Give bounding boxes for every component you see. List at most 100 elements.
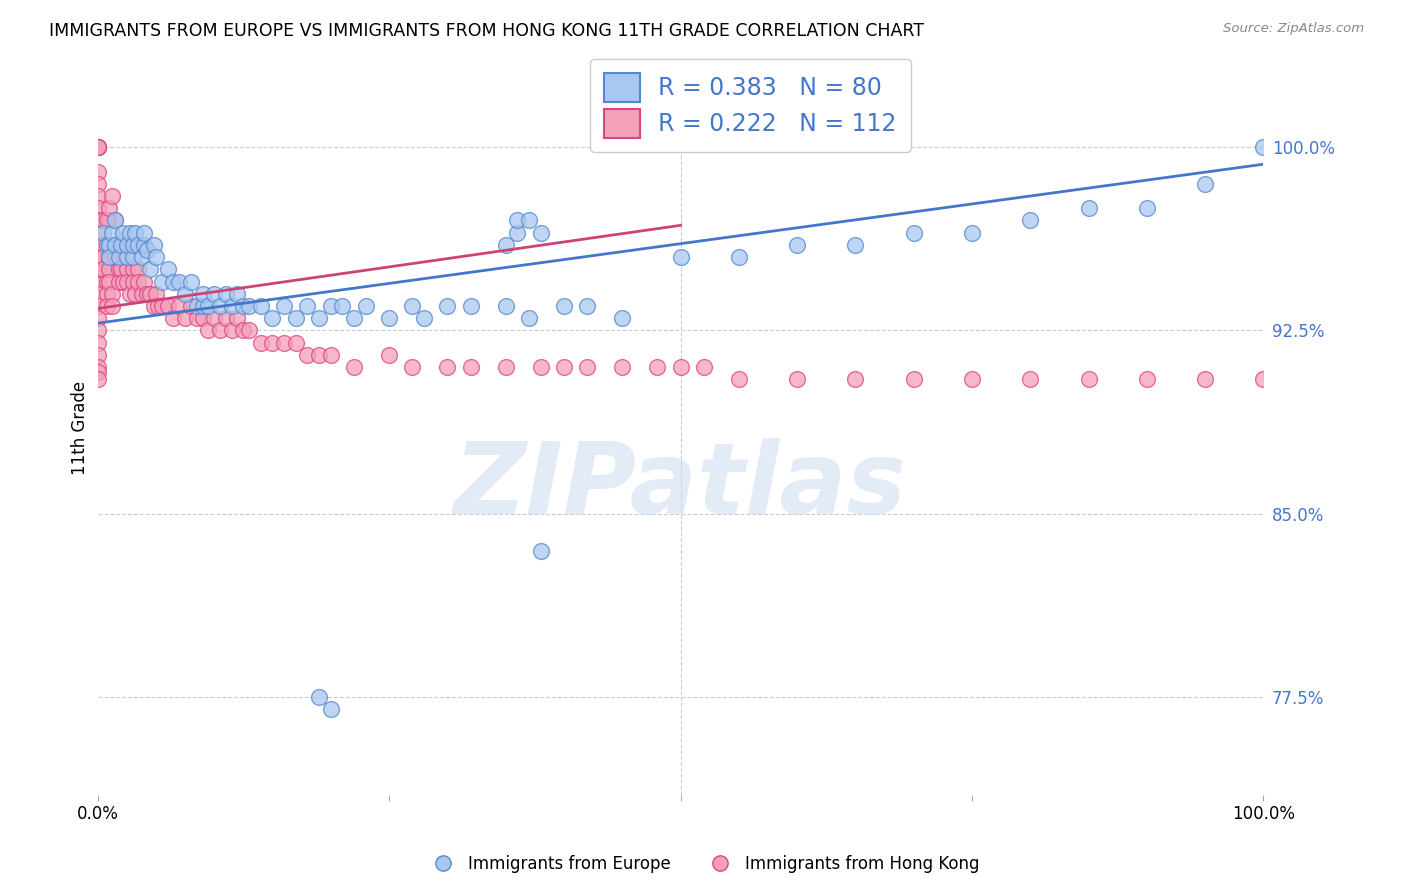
Point: [1019, 372, 1042, 386]
Point: [460, 360, 482, 375]
Point: [693, 360, 716, 375]
Point: [174, 286, 197, 301]
Point: [297, 348, 319, 362]
Point: [232, 324, 254, 338]
Point: [727, 372, 749, 386]
Point: [529, 543, 551, 558]
Point: [202, 286, 225, 301]
Point: [191, 299, 214, 313]
Point: [107, 275, 129, 289]
Point: [186, 299, 208, 313]
Point: [669, 250, 692, 264]
Point: [156, 299, 179, 313]
Point: [86, 250, 108, 264]
Point: [110, 250, 132, 264]
Point: [186, 311, 208, 326]
Point: [167, 299, 190, 313]
Point: [669, 360, 692, 375]
Point: [284, 311, 307, 326]
Point: [576, 360, 599, 375]
Point: [110, 238, 132, 252]
Point: [506, 226, 529, 240]
Point: [1253, 372, 1275, 386]
Point: [134, 238, 156, 252]
Point: [98, 250, 121, 264]
Point: [98, 250, 121, 264]
Point: [844, 372, 866, 386]
Point: [107, 250, 129, 264]
Point: [121, 238, 143, 252]
Point: [104, 213, 127, 227]
Point: [156, 262, 179, 277]
Point: [903, 226, 925, 240]
Point: [273, 335, 295, 350]
Point: [112, 226, 135, 240]
Point: [86, 250, 108, 264]
Point: [86, 262, 108, 277]
Point: [197, 324, 219, 338]
Point: [495, 299, 517, 313]
Point: [1136, 372, 1159, 386]
Point: [115, 275, 138, 289]
Point: [86, 140, 108, 154]
Point: [86, 213, 108, 227]
Point: [401, 360, 423, 375]
Point: [238, 299, 260, 313]
Point: [148, 299, 170, 313]
Point: [145, 286, 167, 301]
Point: [86, 335, 108, 350]
Point: [1194, 372, 1216, 386]
Point: [226, 286, 249, 301]
Point: [120, 286, 142, 301]
Point: [506, 213, 529, 227]
Point: [354, 299, 377, 313]
Point: [495, 238, 517, 252]
Point: [208, 324, 231, 338]
Point: [124, 286, 146, 301]
Point: [135, 243, 157, 257]
Point: [308, 311, 330, 326]
Point: [460, 299, 482, 313]
Point: [645, 360, 668, 375]
Point: [139, 286, 162, 301]
Point: [98, 213, 121, 227]
Point: [86, 140, 108, 154]
Point: [86, 177, 108, 191]
Point: [124, 226, 146, 240]
Point: [960, 372, 983, 386]
Point: [180, 275, 202, 289]
Y-axis label: 11th Grade: 11th Grade: [72, 381, 89, 475]
Point: [86, 201, 108, 215]
Point: [191, 311, 214, 326]
Point: [343, 360, 366, 375]
Text: IMMIGRANTS FROM EUROPE VS IMMIGRANTS FROM HONG KONG 11TH GRADE CORRELATION CHART: IMMIGRANTS FROM EUROPE VS IMMIGRANTS FRO…: [49, 22, 924, 40]
Point: [127, 238, 149, 252]
Point: [308, 348, 330, 362]
Point: [249, 299, 271, 313]
Point: [612, 311, 634, 326]
Text: Source: ZipAtlas.com: Source: ZipAtlas.com: [1223, 22, 1364, 36]
Point: [93, 213, 115, 227]
Point: [215, 286, 238, 301]
Point: [197, 299, 219, 313]
Point: [202, 311, 225, 326]
Point: [107, 262, 129, 277]
Point: [98, 238, 121, 252]
Point: [1077, 201, 1099, 215]
Point: [86, 164, 108, 178]
Point: [142, 238, 165, 252]
Point: [104, 250, 127, 264]
Point: [112, 275, 135, 289]
Point: [903, 372, 925, 386]
Point: [142, 299, 165, 313]
Point: [343, 311, 366, 326]
Point: [96, 286, 118, 301]
Point: [86, 226, 108, 240]
Point: [960, 226, 983, 240]
Point: [115, 250, 138, 264]
Point: [553, 299, 575, 313]
Point: [86, 311, 108, 326]
Point: [86, 140, 108, 154]
Point: [134, 275, 156, 289]
Point: [191, 286, 214, 301]
